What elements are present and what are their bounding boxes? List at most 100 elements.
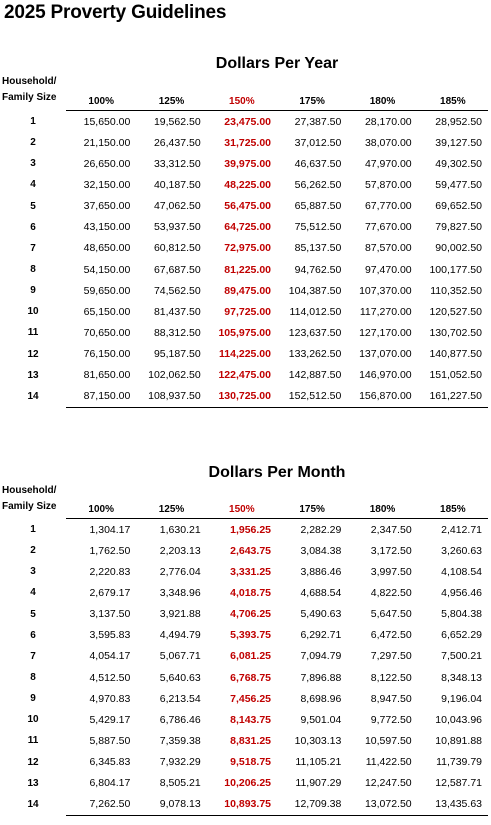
- amount-cell: 114,012.50: [289, 305, 342, 318]
- amount-cell: 81,225.00: [224, 263, 271, 276]
- table-row: 9 59,650.00 74,562.50 89,475.00 104,387.50 10…: [0, 280, 488, 301]
- amount-cell: 2,347.50: [370, 523, 412, 536]
- family-size-cell: 14: [27, 391, 39, 403]
- amount-cell: 117,270.00: [359, 305, 412, 318]
- amount-cell: 5,067.71: [159, 650, 201, 663]
- amount-cell: 100,177.50: [429, 263, 482, 276]
- amount-cell: 37,650.00: [83, 200, 131, 213]
- amount-cell: 4,018.75: [230, 586, 271, 599]
- amount-cell: 1,630.21: [159, 523, 201, 536]
- amount-cell: 3,331.25: [230, 565, 271, 578]
- year-size-header-line2: Family Size: [2, 92, 57, 103]
- table-row: 3 2,220.83 2,776.04 3,331.25 3,886.46 3,997.5…: [0, 561, 488, 582]
- amount-cell: 4,054.17: [89, 650, 131, 663]
- amount-cell: 1,304.17: [89, 523, 131, 536]
- table-row: 10 5,429.17 6,786.46 8,143.75 9,501.04 9,772.…: [0, 709, 488, 730]
- amount-cell: 32,150.00: [83, 178, 131, 191]
- table-row: 5 3,137.50 3,921.88 4,706.25 5,490.63 5,647.5…: [0, 604, 488, 625]
- amount-cell: 2,643.75: [230, 544, 271, 557]
- amount-cell: 9,772.50: [370, 713, 412, 726]
- amount-cell: 67,770.00: [364, 200, 412, 213]
- month-column-header: 180%: [347, 500, 418, 519]
- family-size-cell: 6: [30, 221, 36, 233]
- family-size-cell: 8: [30, 264, 36, 276]
- family-size-cell: 2: [30, 545, 36, 557]
- amount-cell: 140,877.50: [429, 348, 482, 361]
- amount-cell: 79,827.50: [435, 221, 482, 234]
- table-row: 1 15,650.00 19,562.50 23,475.00 27,387.50 28,…: [0, 111, 488, 133]
- family-size-cell: 10: [27, 714, 39, 726]
- amount-cell: 76,150.00: [83, 348, 131, 361]
- month-size-column-header: [0, 500, 66, 519]
- amount-cell: 5,804.38: [441, 608, 482, 621]
- amount-cell: 13,072.50: [347, 793, 418, 816]
- amount-cell: 10,303.13: [294, 734, 342, 747]
- amount-cell: 21,150.00: [83, 136, 131, 149]
- amount-cell: 4,494.79: [159, 629, 201, 642]
- table-row: 2 21,150.00 26,437.50 31,725.00 37,012.50 38,…: [0, 132, 488, 153]
- table-row: 7 4,054.17 5,067.71 6,081.25 7,094.79 7,297.5…: [0, 646, 488, 667]
- amount-cell: 75,512.50: [294, 221, 342, 234]
- amount-cell: 4,108.54: [441, 565, 482, 578]
- amount-cell: 65,150.00: [83, 305, 131, 318]
- family-size-cell: 5: [30, 200, 36, 212]
- amount-cell: 7,932.29: [159, 756, 201, 769]
- year-table: 100% 125% 150% 175% 180% 185% 1 15,650.00 19,56…: [0, 92, 488, 408]
- amount-cell: 127,170.00: [359, 326, 412, 339]
- amount-cell: 7,297.50: [370, 650, 412, 663]
- amount-cell: 37,012.50: [294, 136, 342, 149]
- amount-cell: 81,437.50: [153, 305, 201, 318]
- table-row: 9 4,970.83 6,213.54 7,456.25 8,698.96 8,947.5…: [0, 688, 488, 709]
- amount-cell: 10,891.88: [435, 734, 482, 747]
- table-row: 4 2,679.17 3,348.96 4,018.75 4,688.54 4,822.5…: [0, 582, 488, 603]
- year-header-row: 100% 125% 150% 175% 180% 185%: [0, 92, 488, 111]
- year-table-body: 1 15,650.00 19,562.50 23,475.00 27,387.50 28,…: [0, 111, 488, 408]
- amount-cell: 5,490.63: [300, 608, 342, 621]
- amount-cell: 9,196.04: [441, 692, 482, 705]
- amount-cell: 7,896.88: [300, 671, 342, 684]
- amount-cell: 12,587.71: [435, 777, 482, 790]
- amount-cell: 49,302.50: [435, 157, 482, 170]
- amount-cell: 6,345.83: [89, 756, 131, 769]
- amount-cell: 4,512.50: [89, 671, 131, 684]
- amount-cell: 11,739.79: [436, 756, 482, 769]
- amount-cell: 3,172.50: [370, 544, 412, 557]
- amount-cell: 156,870.00: [347, 385, 418, 408]
- amount-cell: 47,062.50: [153, 200, 201, 213]
- amount-cell: 108,937.50: [136, 385, 207, 408]
- amount-cell: 74,562.50: [153, 284, 201, 297]
- amount-cell: 10,597.50: [364, 734, 412, 747]
- month-table-body: 1 1,304.17 1,630.21 1,956.25 2,282.29 2,347.5…: [0, 519, 488, 816]
- table-row: 6 43,150.00 53,937.50 64,725.00 75,512.50 77,…: [0, 217, 488, 238]
- amount-cell: 88,312.50: [153, 326, 201, 339]
- month-column-header: 150%: [206, 500, 277, 519]
- amount-cell: 6,081.25: [230, 650, 271, 663]
- family-size-cell: 12: [27, 756, 39, 768]
- amount-cell: 3,084.38: [300, 544, 342, 557]
- family-size-cell: 11: [27, 735, 39, 747]
- amount-cell: 89,475.00: [224, 284, 271, 297]
- amount-cell: 27,387.50: [294, 115, 342, 128]
- amount-cell: 90,002.50: [435, 242, 482, 255]
- amount-cell: 6,292.71: [300, 629, 342, 642]
- table-row: 4 32,150.00 40,187.50 48,225.00 56,262.50 57,…: [0, 174, 488, 195]
- amount-cell: 57,870.00: [364, 178, 412, 191]
- amount-cell: 3,137.50: [89, 608, 131, 621]
- amount-cell: 19,562.50: [153, 115, 201, 128]
- family-size-cell: 5: [30, 608, 36, 620]
- table-row: 10 65,150.00 81,437.50 97,725.00 114,012.50 1…: [0, 301, 488, 322]
- amount-cell: 151,052.50: [429, 369, 482, 382]
- table-row: 8 4,512.50 5,640.63 6,768.75 7,896.88 8,122.5…: [0, 667, 488, 688]
- family-size-cell: 13: [27, 369, 39, 381]
- amount-cell: 8,505.21: [159, 777, 201, 790]
- month-size-header: Household/ Family Size: [2, 483, 66, 515]
- amount-cell: 8,143.75: [230, 713, 271, 726]
- family-size-cell: 2: [30, 137, 36, 149]
- amount-cell: 43,150.00: [83, 221, 131, 234]
- amount-cell: 161,227.50: [417, 385, 488, 408]
- amount-cell: 130,702.50: [429, 326, 482, 339]
- amount-cell: 3,921.88: [159, 608, 201, 621]
- amount-cell: 39,975.00: [224, 157, 271, 170]
- year-size-header: Household/ Family Size: [2, 74, 66, 106]
- amount-cell: 26,650.00: [83, 157, 131, 170]
